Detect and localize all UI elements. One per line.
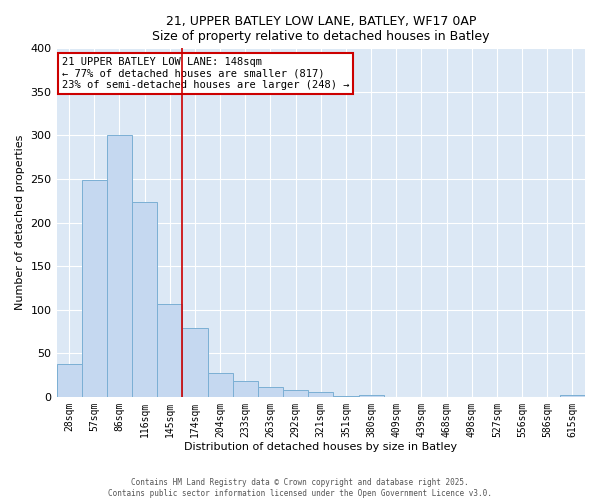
Bar: [56, 364, 82, 397]
Bar: [308, 392, 334, 397]
Title: 21, UPPER BATLEY LOW LANE, BATLEY, WF17 0AP
Size of property relative to detache: 21, UPPER BATLEY LOW LANE, BATLEY, WF17 …: [152, 15, 490, 43]
Bar: [560, 395, 585, 397]
Bar: [107, 136, 132, 397]
Bar: [157, 304, 182, 397]
Bar: [208, 374, 233, 397]
Bar: [359, 395, 383, 397]
Bar: [82, 180, 107, 397]
Text: 21 UPPER BATLEY LOW LANE: 148sqm
← 77% of detached houses are smaller (817)
23% : 21 UPPER BATLEY LOW LANE: 148sqm ← 77% o…: [62, 57, 349, 90]
Bar: [258, 387, 283, 397]
Bar: [334, 396, 359, 397]
Y-axis label: Number of detached properties: Number of detached properties: [15, 135, 25, 310]
Text: Contains HM Land Registry data © Crown copyright and database right 2025.
Contai: Contains HM Land Registry data © Crown c…: [108, 478, 492, 498]
Bar: [283, 390, 308, 397]
Bar: [182, 328, 208, 397]
Bar: [132, 202, 157, 397]
X-axis label: Distribution of detached houses by size in Batley: Distribution of detached houses by size …: [184, 442, 457, 452]
Bar: [233, 381, 258, 397]
